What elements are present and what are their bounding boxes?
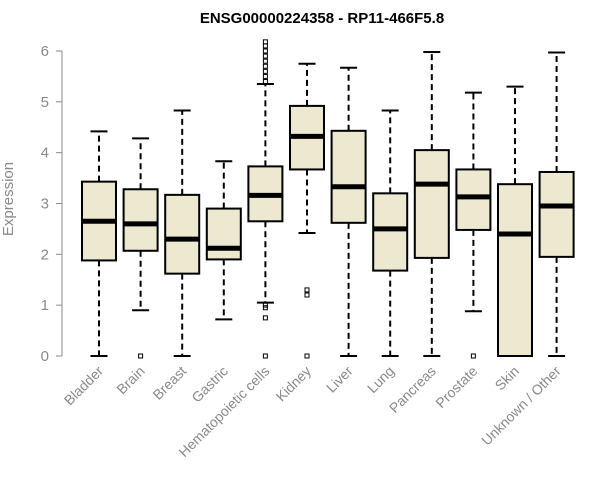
boxes-group (81, 39, 575, 359)
box-bladder (81, 130, 117, 357)
outlier-point (262, 63, 268, 69)
y-tick-label: 1 (41, 297, 49, 314)
chart-title: ENSG00000224358 - RP11-466F5.8 (200, 10, 444, 27)
box-pancreas (413, 51, 450, 357)
outlier-point (262, 68, 268, 74)
box-lung (372, 109, 409, 357)
x-tick-label: Lung (364, 363, 397, 396)
y-tick-label: 3 (41, 196, 49, 213)
outlier-point (262, 48, 268, 54)
iqr-box (497, 183, 533, 357)
iqr-box (122, 188, 159, 252)
x-tick-label: Skin (492, 363, 523, 394)
x-tick-label: Kidney (273, 363, 315, 405)
outlier-point (470, 353, 476, 359)
outlier-point (138, 353, 144, 359)
outlier-point (304, 292, 310, 298)
iqr-box (413, 149, 450, 259)
y-tick-label: 4 (41, 145, 49, 162)
y-axis-label: Expression (0, 162, 17, 236)
iqr-box (164, 193, 201, 275)
outlier-point (262, 302, 268, 308)
box-gastric (205, 160, 242, 321)
iqr-box (538, 170, 575, 258)
outlier-point (262, 79, 268, 84)
iqr-box (455, 168, 492, 231)
box-brain (122, 137, 159, 359)
outlier-point (304, 353, 310, 359)
y-tick-label: 6 (41, 43, 49, 60)
box-skin (497, 85, 533, 357)
y-tick-label: 2 (41, 246, 49, 263)
box-unknown-other (538, 51, 575, 357)
box-breast (164, 109, 201, 357)
y-axis: 0 1 2 3 4 5 6 (41, 43, 63, 365)
iqr-box (205, 207, 242, 261)
outlier-point (262, 58, 268, 64)
box-kidney (289, 62, 325, 359)
outlier-point (262, 39, 268, 45)
outlier-point (262, 73, 268, 79)
x-tick-label: Bladder (61, 363, 107, 409)
outlier-point (262, 305, 268, 311)
iqr-box (372, 192, 409, 272)
outlier-point (262, 353, 268, 359)
outlier-point (262, 53, 268, 59)
x-tick-label: Brain (113, 363, 147, 397)
y-tick-label: 5 (41, 94, 49, 111)
y-tick-label: 0 (41, 348, 49, 365)
outlier-point (304, 287, 310, 293)
x-tick-label: Prostate (432, 363, 480, 411)
box-hematopoietic-cells (247, 39, 284, 359)
x-tick-label: Breast (149, 363, 189, 403)
outlier-point (262, 43, 268, 49)
box-prostate (455, 91, 492, 359)
box-liver (330, 66, 367, 357)
outlier-point (262, 315, 268, 321)
x-tick-label: Liver (323, 363, 356, 396)
x-tick-label: Unknown / Other (478, 363, 564, 449)
iqr-box (330, 129, 367, 224)
